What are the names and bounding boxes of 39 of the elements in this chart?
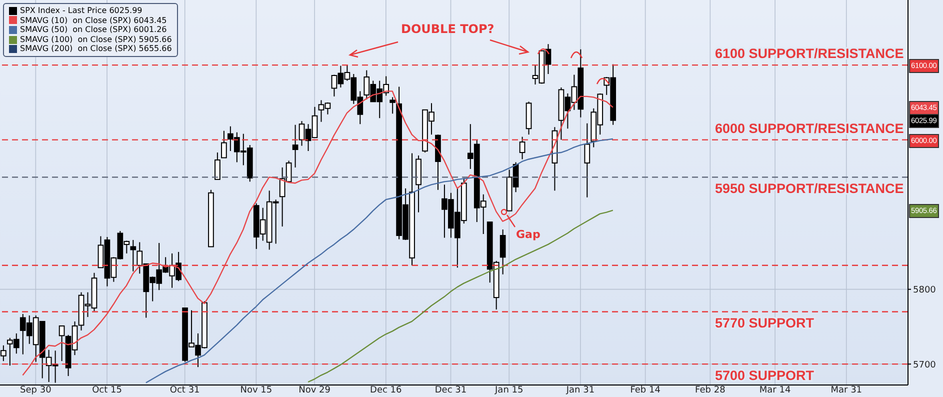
x-tick-label: Mar 14 bbox=[759, 385, 791, 396]
legend-label: SMAVG (200) on Close (SPX) 5655.66 bbox=[20, 44, 172, 54]
x-tick-label: Feb 14 bbox=[630, 385, 661, 396]
ref-line-label: 5770 SUPPORT bbox=[715, 316, 815, 331]
legend-label: SPX Index - Last Price 6025.99 bbox=[20, 6, 142, 16]
y-tick-label: 5700 bbox=[913, 360, 936, 370]
legend-label: SMAVG (10) on Close (SPX) 6043.45 bbox=[20, 16, 167, 26]
candlestick bbox=[292, 124, 298, 168]
candlestick bbox=[500, 229, 506, 275]
x-tick-label: Feb 28 bbox=[695, 385, 726, 396]
ref-line-label: 6000 SUPPORT/RESISTANCE bbox=[715, 120, 904, 136]
candlestick bbox=[130, 239, 136, 272]
candlestick bbox=[58, 325, 65, 362]
legend-label: SMAVG (50) on Close (SPX) 6001.26 bbox=[20, 25, 167, 35]
x-tick-label: Nov 29 bbox=[298, 385, 331, 396]
annotation: DOUBLE TOP? bbox=[401, 22, 494, 36]
candlestick bbox=[0, 344, 6, 362]
candlestick bbox=[214, 152, 220, 180]
x-tick-label: Oct 31 bbox=[170, 385, 200, 396]
legend-label: SMAVG (100) on Close (SPX) 5905.66 bbox=[20, 34, 172, 44]
x-tick-label: Nov 15 bbox=[240, 385, 272, 396]
line-series bbox=[145, 138, 614, 384]
x-tick-label: Dec 16 bbox=[370, 385, 402, 396]
candlestick bbox=[584, 122, 590, 198]
ref-line-label: 5950 SUPPORT/RESISTANCE bbox=[715, 181, 904, 196]
x-tick-label: Oct 15 bbox=[92, 385, 122, 396]
x-tick-label: Mar 31 bbox=[830, 385, 862, 396]
x-tick-label: Jan 15 bbox=[494, 385, 524, 396]
x-tick-label: Jan 31 bbox=[565, 385, 595, 396]
x-tick-label: Sep 30 bbox=[20, 385, 52, 396]
ref-line-label: 5700 SUPPORT bbox=[715, 368, 815, 384]
candlestick bbox=[519, 136, 526, 160]
annotation: Gap bbox=[516, 228, 540, 241]
x-tick-label: Dec 31 bbox=[434, 385, 467, 396]
candlestick bbox=[221, 130, 227, 158]
y-tick-label: 5800 bbox=[913, 286, 936, 296]
ref-line-label: 6100 SUPPORT/RESISTANCE bbox=[715, 46, 904, 62]
candlestick bbox=[390, 96, 396, 114]
line-series bbox=[307, 210, 614, 383]
